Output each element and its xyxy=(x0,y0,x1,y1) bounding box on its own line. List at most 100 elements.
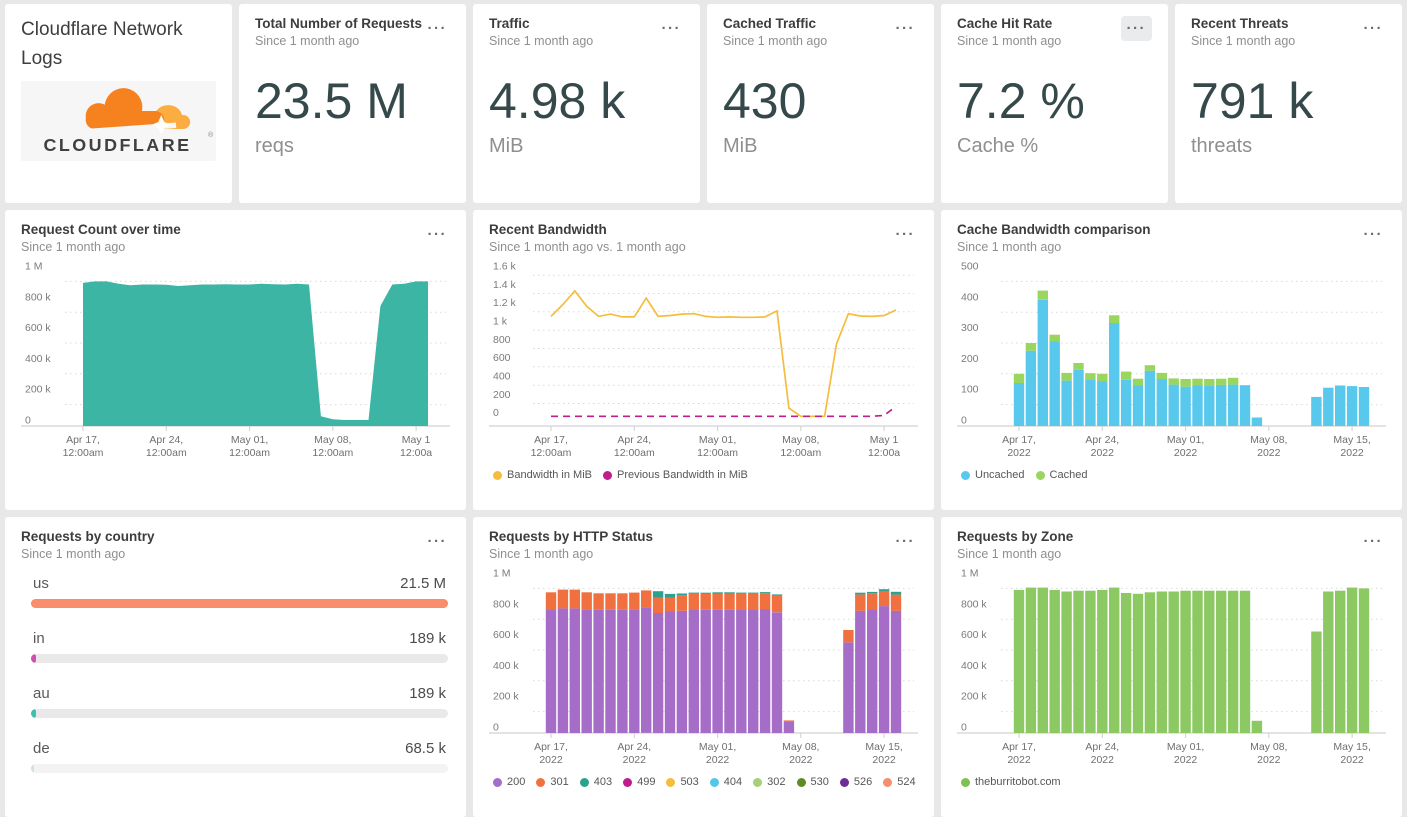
panel-menu-button[interactable]: ··· xyxy=(1363,20,1383,37)
country-bar xyxy=(31,599,448,608)
svg-text:Apr 24,: Apr 24, xyxy=(617,434,651,446)
legend-item[interactable]: 301 xyxy=(536,776,569,788)
legend-item[interactable]: 524 xyxy=(883,776,916,788)
country-row: in 189 k xyxy=(31,630,448,663)
panel-menu-button[interactable]: ··· xyxy=(895,20,915,37)
panel-menu-button[interactable]: ··· xyxy=(427,533,447,550)
country-value: 189 k xyxy=(409,630,446,647)
metric-card-total-requests: Total Number of Requests Since 1 month a… xyxy=(239,4,466,203)
chart-legend: 200 301 403 499 503 404 302 530 526 524 xyxy=(493,776,918,788)
panel-menu-button[interactable]: ··· xyxy=(1363,226,1383,243)
svg-text:May 15,: May 15, xyxy=(1333,741,1370,753)
panel-menu-button[interactable]: ··· xyxy=(895,533,915,550)
svg-text:200 k: 200 k xyxy=(493,691,519,703)
svg-text:400: 400 xyxy=(961,291,979,303)
panel-subtitle: Since 1 month ago xyxy=(255,34,360,48)
legend-dot-icon xyxy=(666,777,676,787)
metrics-row: Cloudflare Network Logs CLOUDFLARE ® xyxy=(5,4,1402,203)
svg-text:May 15,: May 15, xyxy=(1333,434,1370,446)
panel-title: Cache Bandwidth comparison xyxy=(957,222,1151,237)
legend-item[interactable]: Bandwidth in MiB xyxy=(493,469,592,481)
svg-text:0: 0 xyxy=(961,722,967,734)
legend-item[interactable]: 403 xyxy=(579,776,612,788)
dashboard-title-panel: Cloudflare Network Logs CLOUDFLARE ® xyxy=(5,4,232,203)
svg-text:1 M: 1 M xyxy=(25,261,43,273)
legend-dot-icon xyxy=(579,777,589,787)
svg-text:Apr 17,: Apr 17, xyxy=(534,434,568,446)
svg-text:400 k: 400 k xyxy=(25,353,51,365)
svg-text:12:00am: 12:00am xyxy=(63,447,104,459)
panel-menu-button[interactable]: ··· xyxy=(1120,16,1152,41)
svg-text:2022: 2022 xyxy=(1174,754,1198,766)
country-bars: us 21.5 M in 189 k au 189 k de 68.5 k xyxy=(21,561,450,773)
panel-menu-button[interactable]: ··· xyxy=(661,20,681,37)
panel-subtitle: Since 1 month ago xyxy=(957,34,1062,48)
svg-text:1 k: 1 k xyxy=(493,316,508,328)
country-label: de xyxy=(33,740,50,757)
legend-item[interactable]: theburritobot.com xyxy=(961,776,1061,788)
metric-value: 23.5 M xyxy=(255,73,408,129)
svg-text:Apr 17,: Apr 17, xyxy=(66,434,100,446)
svg-text:1 M: 1 M xyxy=(493,568,511,580)
metric-unit: MiB xyxy=(723,135,758,157)
metric-value: 7.2 % xyxy=(957,73,1085,129)
panel-menu-button[interactable]: ··· xyxy=(1363,533,1383,550)
legend-item[interactable]: 404 xyxy=(709,776,742,788)
panel-requests-by-country: Requests by country Since 1 month ago ··… xyxy=(5,517,466,817)
legend-item[interactable]: 302 xyxy=(753,776,786,788)
svg-text:2022: 2022 xyxy=(1257,754,1281,766)
legend-item[interactable]: 503 xyxy=(666,776,699,788)
svg-text:2022: 2022 xyxy=(539,754,563,766)
legend-dot-icon xyxy=(961,777,970,787)
metric-card-cached-traffic: Cached Traffic Since 1 month ago ··· 430… xyxy=(707,4,934,203)
metric-unit: threats xyxy=(1191,135,1253,157)
legend-dot-icon xyxy=(796,777,806,787)
panel-title: Cached Traffic xyxy=(723,16,817,31)
svg-text:400: 400 xyxy=(493,371,511,383)
svg-text:2022: 2022 xyxy=(1340,447,1364,459)
svg-text:200 k: 200 k xyxy=(961,691,987,703)
metric-unit: reqs xyxy=(255,135,294,157)
country-row: us 21.5 M xyxy=(31,575,448,608)
legend-dot-icon xyxy=(753,777,763,787)
chart-legend: Bandwidth in MiB Previous Bandwidth in Mi… xyxy=(493,469,918,481)
legend-item[interactable]: Uncached xyxy=(961,469,1025,481)
svg-text:800: 800 xyxy=(493,334,511,346)
panel-menu-button[interactable]: ··· xyxy=(427,226,447,243)
metric-unit: Cache % xyxy=(957,135,1039,157)
panel-menu-button[interactable]: ··· xyxy=(895,226,915,243)
svg-text:2022: 2022 xyxy=(706,754,730,766)
legend-dot-icon xyxy=(1035,470,1045,480)
svg-text:1.2 k: 1.2 k xyxy=(493,297,517,309)
legend-item[interactable]: 499 xyxy=(623,776,655,788)
cloudflare-wordmark: CLOUDFLARE xyxy=(43,135,191,155)
panel-title: Traffic xyxy=(489,16,530,31)
legend-item[interactable]: 526 xyxy=(839,776,872,788)
legend-item[interactable]: Cached xyxy=(1035,469,1087,481)
svg-text:May 01,: May 01, xyxy=(1167,741,1204,753)
svg-text:12:00a: 12:00a xyxy=(868,447,900,459)
cloudflare-logo-image: CLOUDFLARE ® xyxy=(43,88,214,155)
svg-text:600 k: 600 k xyxy=(493,629,519,641)
svg-text:400 k: 400 k xyxy=(961,660,987,672)
legend-dot-icon xyxy=(883,777,893,787)
svg-text:May 1: May 1 xyxy=(402,434,431,446)
svg-text:May 1: May 1 xyxy=(870,434,899,446)
svg-text:2022: 2022 xyxy=(1007,447,1031,459)
panel-menu-button[interactable]: ··· xyxy=(427,20,447,37)
panel-title: Requests by country xyxy=(21,529,155,544)
legend-dot-icon xyxy=(603,470,612,480)
svg-text:May 01,: May 01, xyxy=(231,434,268,446)
country-row: de 68.5 k xyxy=(31,740,448,773)
legend-item[interactable]: 200 xyxy=(493,776,525,788)
svg-text:600 k: 600 k xyxy=(25,322,51,334)
legend-item[interactable]: Previous Bandwidth in MiB xyxy=(603,469,748,481)
svg-text:0: 0 xyxy=(961,415,967,427)
svg-text:2022: 2022 xyxy=(789,754,813,766)
legend-item[interactable]: 530 xyxy=(796,776,829,788)
